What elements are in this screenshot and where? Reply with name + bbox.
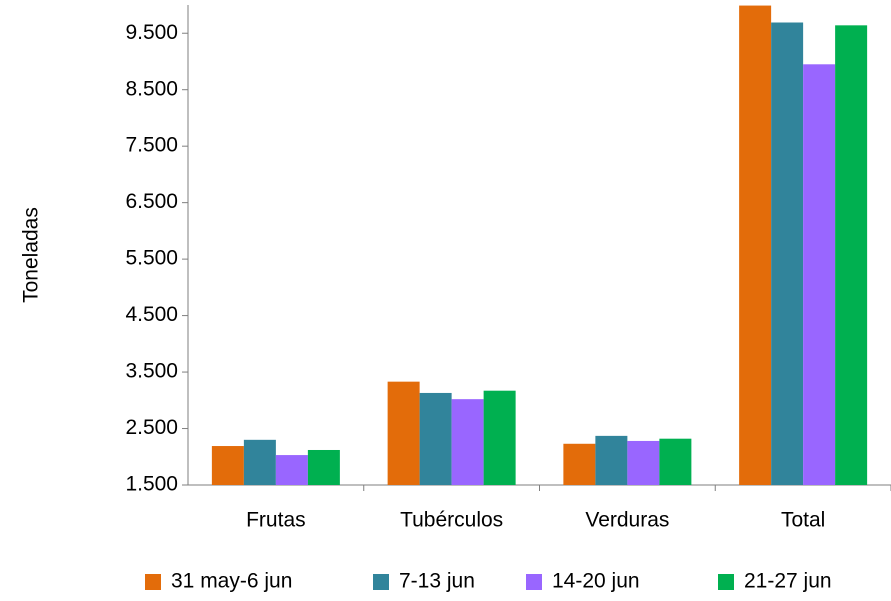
bar: [739, 5, 772, 486]
x-tick-label: Frutas: [246, 509, 306, 532]
bar: [307, 449, 340, 485]
y-tick-label: 6.500: [125, 190, 178, 213]
bar: [771, 22, 804, 485]
bar: [627, 440, 660, 485]
y-tick-label: 8.500: [125, 77, 178, 100]
bar: [595, 435, 628, 485]
bar: [243, 439, 276, 485]
y-tick-label: 5.500: [125, 247, 178, 270]
bar: [451, 399, 484, 485]
legend-label: 31 may-6 jun: [171, 570, 292, 593]
bar: [803, 64, 836, 485]
legend-swatch: [373, 574, 389, 590]
legend-label: 7-13 jun: [399, 570, 475, 593]
x-tick-label: Tubérculos: [400, 509, 503, 532]
y-tick-label: 2.500: [125, 416, 178, 439]
bar: [387, 381, 420, 485]
bar: [835, 25, 868, 486]
x-tick-label: Total: [781, 509, 825, 532]
y-tick-label: 7.500: [125, 134, 178, 157]
bar: [659, 438, 692, 485]
legend-swatch: [526, 574, 542, 590]
legend-label: 21-27 jun: [744, 570, 832, 593]
legend-swatch: [145, 574, 161, 590]
y-axis-label: Toneladas: [20, 207, 43, 303]
y-tick-label: 4.500: [125, 303, 178, 326]
legend-swatch: [718, 574, 734, 590]
bar: [419, 392, 452, 485]
legend-label: 14-20 jun: [552, 570, 640, 593]
y-tick-label: 9.500: [125, 21, 178, 44]
x-tick-label: Verduras: [585, 509, 669, 532]
y-tick-label: 1.500: [125, 473, 178, 496]
y-tick-label: 3.500: [125, 360, 178, 383]
bar: [483, 390, 516, 485]
bar: [211, 446, 244, 485]
bar: [563, 443, 596, 485]
bar: [275, 455, 308, 485]
